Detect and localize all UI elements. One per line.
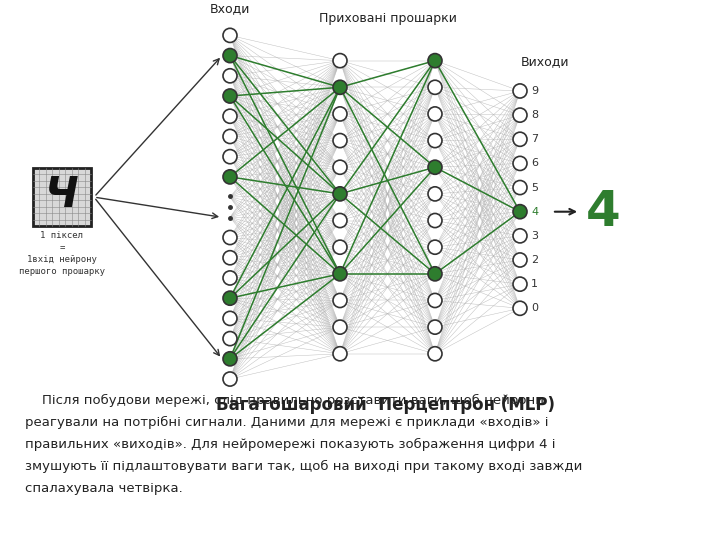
Text: Приховані прошарки: Приховані прошарки — [318, 12, 456, 25]
Text: 6: 6 — [531, 158, 538, 168]
Text: Входи: Входи — [210, 2, 250, 15]
Text: Виходи: Виходи — [521, 55, 570, 68]
Circle shape — [513, 253, 527, 267]
Circle shape — [223, 251, 237, 265]
Circle shape — [513, 157, 527, 171]
Circle shape — [513, 180, 527, 194]
Circle shape — [223, 89, 237, 103]
Text: 0: 0 — [531, 303, 538, 313]
Circle shape — [333, 240, 347, 254]
Circle shape — [333, 80, 347, 94]
Circle shape — [333, 187, 347, 201]
Circle shape — [333, 213, 347, 227]
Circle shape — [333, 107, 347, 121]
Circle shape — [513, 229, 527, 243]
Text: 8: 8 — [531, 110, 538, 120]
Text: 7: 7 — [531, 134, 538, 144]
Bar — [33, 168, 91, 226]
Circle shape — [223, 291, 237, 305]
Circle shape — [223, 49, 237, 63]
Circle shape — [333, 293, 347, 308]
Circle shape — [333, 53, 347, 68]
Text: 1 піксел
=
1вхід нейрону
першого прошарку: 1 піксел = 1вхід нейрону першого прошарк… — [19, 232, 105, 276]
Text: Багатошаровий  Перцептрон (MLP): Багатошаровий Перцептрон (MLP) — [215, 396, 554, 414]
Circle shape — [223, 372, 237, 386]
Text: 3: 3 — [531, 231, 538, 241]
Text: 2: 2 — [531, 255, 538, 265]
Circle shape — [428, 53, 442, 68]
Circle shape — [223, 332, 237, 346]
Text: реагували на потрібні сигнали. Даними для мережі є приклади «входів» і: реагували на потрібні сигнали. Даними дл… — [25, 416, 549, 429]
Circle shape — [513, 108, 527, 122]
Circle shape — [223, 69, 237, 83]
Circle shape — [223, 231, 237, 245]
Text: змушують її підлаштовувати ваги так, щоб на виході при такому вході завжди: змушують її підлаштовувати ваги так, щоб… — [25, 460, 582, 473]
Circle shape — [513, 301, 527, 315]
Text: правильних «виходів». Для нейромережі показують зображення цифри 4 і: правильних «виходів». Для нейромережі по… — [25, 438, 556, 451]
Circle shape — [428, 213, 442, 227]
Circle shape — [428, 347, 442, 361]
Circle shape — [513, 205, 527, 219]
Circle shape — [513, 277, 527, 291]
Text: Ч: Ч — [45, 174, 78, 216]
Text: 4: 4 — [586, 188, 621, 235]
Circle shape — [333, 160, 347, 174]
Circle shape — [428, 80, 442, 94]
Circle shape — [428, 240, 442, 254]
Text: спалахувала четвірка.: спалахувала четвірка. — [25, 482, 183, 495]
Circle shape — [223, 312, 237, 326]
Circle shape — [428, 320, 442, 334]
Circle shape — [333, 347, 347, 361]
Circle shape — [428, 267, 442, 281]
Circle shape — [223, 352, 237, 366]
Circle shape — [428, 133, 442, 147]
Circle shape — [223, 170, 237, 184]
Circle shape — [428, 160, 442, 174]
Circle shape — [428, 293, 442, 308]
Circle shape — [428, 187, 442, 201]
Text: Після побудови мережі, слід правильно розставити ваги, щоб нейрони: Після побудови мережі, слід правильно ро… — [25, 394, 544, 407]
Text: 9: 9 — [531, 86, 538, 96]
Text: 4: 4 — [531, 207, 538, 217]
Text: 5: 5 — [531, 183, 538, 193]
Circle shape — [223, 150, 237, 164]
Circle shape — [223, 271, 237, 285]
Text: 1: 1 — [531, 279, 538, 289]
Circle shape — [333, 267, 347, 281]
Circle shape — [428, 107, 442, 121]
Circle shape — [223, 28, 237, 43]
Circle shape — [333, 320, 347, 334]
Circle shape — [513, 132, 527, 146]
Circle shape — [223, 109, 237, 123]
Circle shape — [333, 133, 347, 147]
Circle shape — [223, 130, 237, 144]
Circle shape — [513, 84, 527, 98]
